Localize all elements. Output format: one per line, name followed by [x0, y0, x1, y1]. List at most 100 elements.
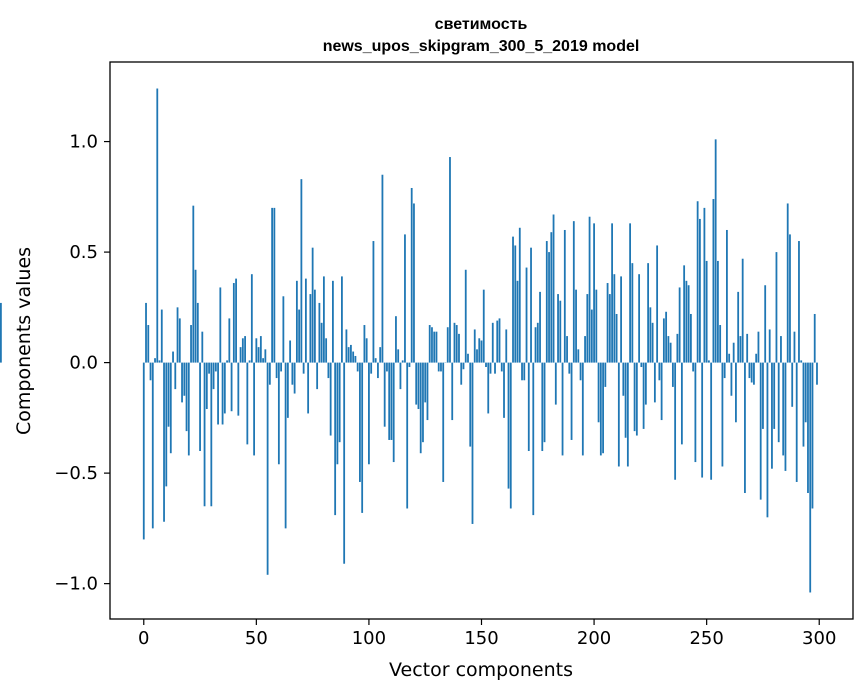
- bar-174: [534, 327, 537, 363]
- bar-251: [708, 360, 710, 363]
- bar-59: [275, 362, 278, 379]
- bar-84: [332, 280, 334, 363]
- bar-98: [363, 325, 366, 363]
- bar-227: [653, 362, 656, 403]
- bar-44: [241, 338, 244, 363]
- bar-213: [622, 362, 625, 396]
- bar-139: [455, 325, 458, 363]
- bar-58: [273, 207, 276, 363]
- bar-159: [500, 362, 503, 372]
- bar-247: [699, 218, 701, 363]
- bar-236: [674, 362, 677, 480]
- bar-187: [563, 229, 566, 363]
- bar-169: [523, 362, 526, 381]
- bar-295: [807, 362, 809, 494]
- bar-77: [316, 362, 319, 390]
- bar-292: [800, 360, 803, 363]
- bar-56: [268, 362, 271, 385]
- bar-143: [464, 269, 467, 363]
- bar-296: [809, 362, 812, 593]
- bar-209: [613, 274, 616, 363]
- bar-47: [248, 360, 251, 363]
- bar-72: [304, 278, 307, 363]
- bar-5: [154, 358, 156, 363]
- bar-15: [176, 307, 179, 363]
- bar-18: [183, 362, 186, 396]
- bar-41: [235, 278, 237, 363]
- bar-100: [368, 362, 370, 465]
- bar-66: [291, 362, 294, 385]
- bar-206: [606, 283, 609, 363]
- bar-142: [462, 362, 465, 370]
- bar-219: [635, 362, 638, 436]
- bar-204: [602, 362, 604, 454]
- bar-65: [289, 340, 292, 363]
- bar-73: [307, 362, 310, 414]
- bar-250: [705, 260, 708, 363]
- bar-81: [325, 338, 328, 363]
- bar-104: [377, 362, 379, 379]
- bar-272: [755, 353, 758, 363]
- bar-191: [572, 221, 575, 363]
- bar-192: [575, 289, 577, 363]
- bar-12: [169, 362, 172, 454]
- bar-172: [530, 247, 532, 363]
- bar-164: [512, 236, 514, 363]
- bar-157: [496, 320, 499, 363]
- bar-28: [205, 362, 208, 410]
- bar-263: [735, 362, 737, 423]
- bar-158: [498, 318, 501, 363]
- bar-291: [798, 241, 800, 363]
- bar-105: [379, 347, 382, 363]
- bar-32: [214, 362, 217, 372]
- bar-257: [721, 362, 724, 467]
- bar-266: [741, 258, 744, 363]
- bar-171: [527, 362, 530, 452]
- bar-108: [386, 362, 388, 372]
- bar-186: [561, 362, 564, 456]
- bar-92: [350, 344, 352, 363]
- bar-216: [629, 223, 631, 363]
- bar-286: [786, 203, 789, 363]
- bar-238: [678, 287, 681, 363]
- bar-220: [638, 274, 641, 363]
- bar-11: [167, 362, 170, 427]
- bar-85: [334, 362, 337, 516]
- x-tick-label: 50: [245, 628, 268, 649]
- bar-113: [397, 349, 400, 363]
- bar-223: [644, 362, 647, 405]
- bar-124: [422, 362, 424, 443]
- bar-245: [694, 362, 697, 463]
- bar-128: [431, 327, 433, 363]
- bar-147: [473, 329, 476, 363]
- bar-38: [228, 318, 231, 363]
- bar-184: [557, 294, 559, 363]
- bar-183: [554, 362, 557, 405]
- bar-140: [458, 333, 460, 363]
- bar-107: [383, 362, 386, 427]
- bar-163: [509, 362, 512, 509]
- bar-110: [390, 362, 393, 440]
- chart-subtitle: news_upos_skipgram_300_5_2019 model: [323, 38, 640, 55]
- bar-106: [381, 174, 384, 363]
- bar-269: [748, 362, 751, 379]
- bar-218: [633, 362, 636, 432]
- bar-261: [730, 362, 733, 396]
- bar-226: [651, 322, 654, 363]
- bar-51: [257, 347, 260, 363]
- bar-211: [617, 362, 620, 467]
- x-tick-label: 0: [138, 628, 149, 649]
- bar-78: [318, 302, 321, 363]
- bar-228: [656, 245, 659, 363]
- bar-200: [593, 223, 595, 363]
- bar-141: [460, 362, 463, 385]
- bar-297: [811, 362, 814, 509]
- bar-199: [590, 309, 593, 363]
- bar-154: [489, 362, 492, 374]
- bar-153: [487, 362, 490, 414]
- bar-45: [244, 336, 246, 363]
- bar-177: [541, 362, 544, 452]
- bar-35: [221, 362, 224, 425]
- bar-182: [552, 214, 555, 363]
